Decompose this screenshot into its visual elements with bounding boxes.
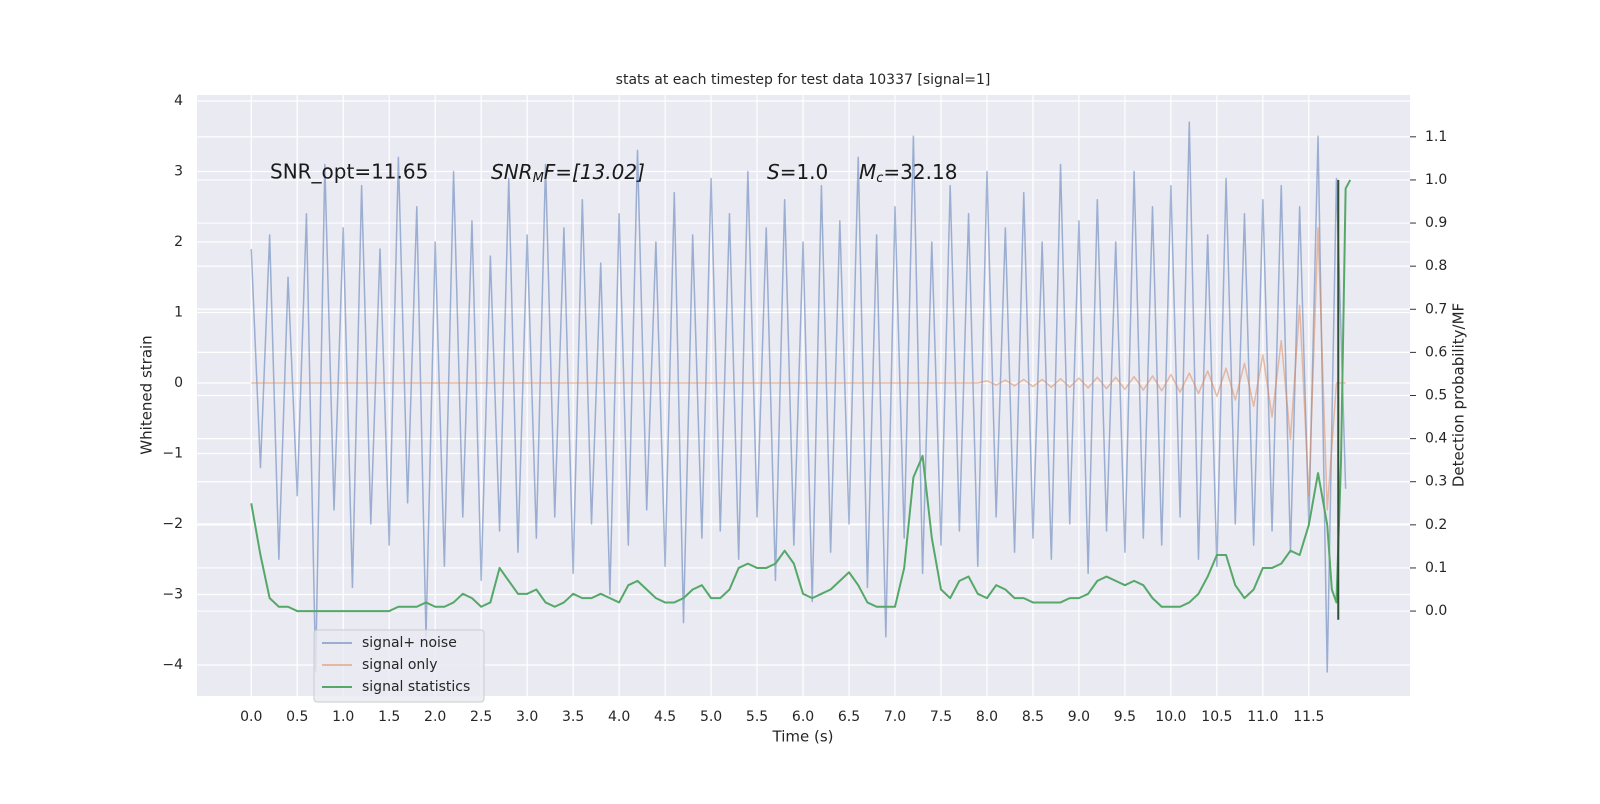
y-tick-label: 1 (174, 304, 183, 320)
x-tick-label: 7.0 (884, 709, 906, 725)
y2-tick-label: 0.3 (1425, 474, 1447, 490)
annotation-part: SNR (491, 160, 533, 184)
y2-tick-label: 0.0 (1425, 603, 1447, 619)
y2-axis-label: Detection probability/MF (1450, 303, 1468, 487)
x-tick-label: 0.0 (240, 709, 262, 725)
marks (250, 121, 1352, 673)
series-line (250, 179, 1352, 613)
annotation: SNRMF=[13.02] (491, 160, 645, 186)
annotation-sub: c (876, 171, 883, 186)
y2-tick-label: 1.1 (1425, 129, 1447, 145)
y-tick-label: 4 (174, 93, 183, 109)
y2-tick-label: 0.1 (1425, 560, 1447, 576)
y2-tick-label: 0.5 (1425, 388, 1447, 404)
y2-tick-label: 0.8 (1425, 258, 1447, 274)
x-tick-label: 3.5 (562, 709, 584, 725)
annotation: SNR_opt=11.65 (270, 160, 428, 184)
x-tick-label: 1.5 (378, 709, 400, 725)
legend: signal+ noise signal only signal statistic… (313, 629, 485, 703)
x-tick-label: 10.5 (1201, 709, 1232, 725)
y2-tick-label: 0.7 (1425, 301, 1447, 317)
x-tick-label: 4.5 (654, 709, 676, 725)
y2-tick-label: 0.2 (1425, 517, 1447, 533)
y-tick-label: −1 (162, 445, 183, 461)
x-tick-label: 5.0 (700, 709, 722, 725)
y2-tick-label: 0.6 (1425, 344, 1447, 360)
series-line (250, 121, 1347, 673)
x-tick-label: 8.0 (976, 709, 998, 725)
annotation-part: S (767, 160, 780, 184)
annotation-part: =1.0 (780, 160, 829, 184)
x-tick-label: 5.5 (746, 709, 768, 725)
y-tick-label: −2 (162, 516, 183, 532)
x-tick-label: 11.0 (1247, 709, 1278, 725)
annotation-part: =32.18 (883, 160, 957, 184)
y2-tick-label: 0.4 (1425, 431, 1447, 447)
x-tick-label: 2.0 (424, 709, 446, 725)
y-tick-label: −4 (162, 657, 183, 673)
y2-tick-label: 0.9 (1425, 215, 1447, 231)
annotation-part: F=[13.02] (544, 160, 645, 184)
y-tick-label: 0 (174, 375, 183, 391)
x-tick-label: 9.0 (1068, 709, 1090, 725)
chart-title: stats at each timestep for test data 103… (616, 72, 991, 88)
x-tick-label: 10.0 (1155, 709, 1186, 725)
annotation: S=1.0 (767, 160, 828, 184)
annotation-part: M (859, 160, 876, 184)
x-tick-label: 11.5 (1293, 709, 1324, 725)
y-tick-label: 2 (174, 234, 183, 250)
x-tick-label: 2.5 (470, 709, 492, 725)
legend-label: signal statistics (362, 679, 470, 695)
legend-label: signal+ noise (362, 635, 457, 651)
x-tick-label: 3.0 (516, 709, 538, 725)
x-tick-label: 0.5 (286, 709, 308, 725)
y2-tick-label: 1.0 (1425, 172, 1447, 188)
x-tick-label: 7.5 (930, 709, 952, 725)
y-tick-label: 3 (174, 163, 183, 179)
series-line (251, 227, 1346, 511)
legend-box (313, 629, 485, 703)
y-tick-label: −3 (162, 586, 183, 602)
legend-label: signal only (362, 657, 437, 673)
x-axis-label: Time (s) (772, 728, 834, 746)
x-tick-label: 1.0 (332, 709, 354, 725)
annotation: Mc=32.18 (859, 160, 957, 186)
x-tick-label: 4.0 (608, 709, 630, 725)
x-tick-label: 9.5 (1114, 709, 1136, 725)
x-tick-label: 6.0 (792, 709, 814, 725)
y-axis-label: Whitened strain (138, 335, 156, 454)
x-tick-label: 6.5 (838, 709, 860, 725)
annotation-sub: M (533, 171, 544, 186)
x-tick-label: 8.5 (1022, 709, 1044, 725)
